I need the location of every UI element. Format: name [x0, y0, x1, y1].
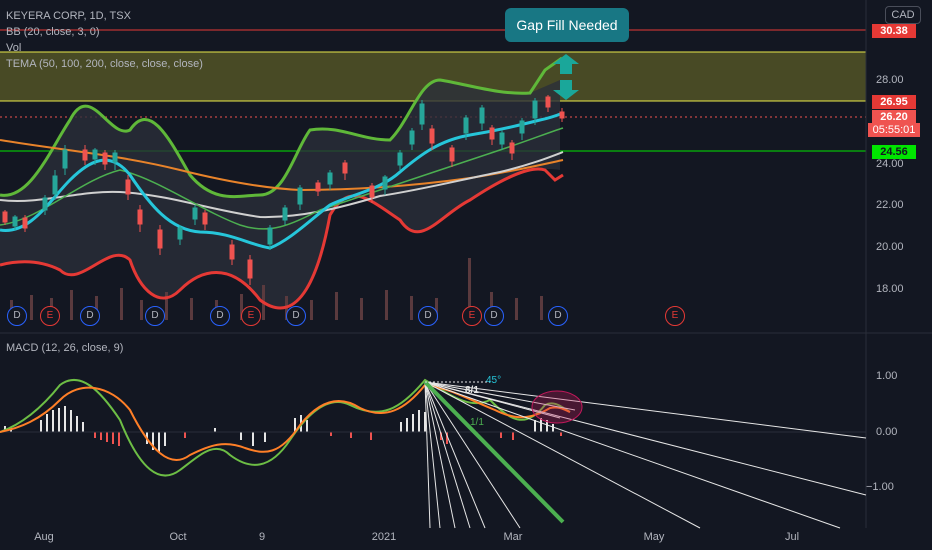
price-tick: 24.00 — [876, 158, 904, 170]
dividend-marker[interactable]: D — [484, 306, 504, 326]
countdown-tag: 05:55:01 — [868, 123, 920, 137]
earnings-marker[interactable]: E — [462, 306, 482, 326]
time-tick: Aug — [34, 531, 54, 543]
macd-tick: 0.00 — [876, 426, 898, 438]
time-tick: Oct — [169, 531, 187, 543]
dividend-marker[interactable]: D — [7, 306, 27, 326]
resistance-price-tag: 30.38 — [872, 24, 916, 38]
time-tick: Jul — [784, 531, 800, 543]
currency-button[interactable]: CAD — [885, 6, 921, 24]
macd-cross-highlight — [531, 390, 583, 424]
indicator-vol-legend[interactable]: Vol — [6, 42, 22, 54]
gann-angle-label: 45° — [486, 375, 502, 386]
macd-histogram — [4, 406, 562, 452]
gap-arrow-icon — [553, 54, 579, 100]
indicator-macd-legend[interactable]: MACD (12, 26, close, 9) — [6, 342, 124, 354]
signal-line — [0, 378, 571, 477]
price-tick: 28.00 — [876, 74, 904, 86]
symbol-title[interactable]: KEYERA CORP, 1D, TSX — [6, 10, 131, 22]
macd-tick: −1.00 — [866, 481, 894, 493]
dividend-marker[interactable]: D — [210, 306, 230, 326]
time-tick: Mar — [503, 531, 523, 543]
time-tick: May — [643, 531, 665, 543]
gann-ratio-label: 1/1 — [470, 417, 484, 428]
dividend-marker[interactable]: D — [286, 306, 306, 326]
macd-line — [0, 383, 571, 461]
gann-fan-main-ray — [423, 380, 565, 524]
indicator-tema-legend[interactable]: TEMA (50, 100, 200, close, close, close) — [6, 58, 203, 70]
earnings-marker[interactable]: E — [665, 306, 685, 326]
tema-mid-line — [0, 127, 564, 230]
price-tick: 22.00 — [876, 199, 904, 211]
dividend-marker[interactable]: D — [145, 306, 165, 326]
support-price-tag: 24.56 — [872, 145, 916, 159]
price-tick: 20.00 — [876, 241, 904, 253]
gap-top-price-tag: 26.95 — [872, 95, 916, 109]
earnings-marker[interactable]: E — [241, 306, 261, 326]
gann-ratio-label: 8/1 — [465, 385, 479, 396]
dividend-marker[interactable]: D — [548, 306, 568, 326]
price-tick: 18.00 — [876, 283, 904, 295]
macd-tick: 1.00 — [876, 370, 898, 382]
dividend-marker[interactable]: D — [418, 306, 438, 326]
bb-fill — [0, 80, 560, 309]
time-tick: 2021 — [371, 531, 397, 543]
bb-lower-line — [0, 167, 564, 310]
earnings-marker[interactable]: E — [40, 306, 60, 326]
bb-upper-line — [0, 56, 563, 199]
time-tick: 9 — [258, 531, 266, 543]
price-candles — [2, 95, 565, 285]
dividend-marker[interactable]: D — [80, 306, 100, 326]
indicator-bb-legend[interactable]: BB (20, close, 3, 0) — [6, 26, 100, 38]
last-price-tag: 26.20 — [872, 110, 916, 124]
tema-fast-line — [0, 111, 564, 250]
gann-fan — [424, 381, 867, 529]
tema-slow-line — [0, 151, 564, 219]
gap-fill-callout[interactable]: Gap Fill Needed — [505, 8, 629, 42]
